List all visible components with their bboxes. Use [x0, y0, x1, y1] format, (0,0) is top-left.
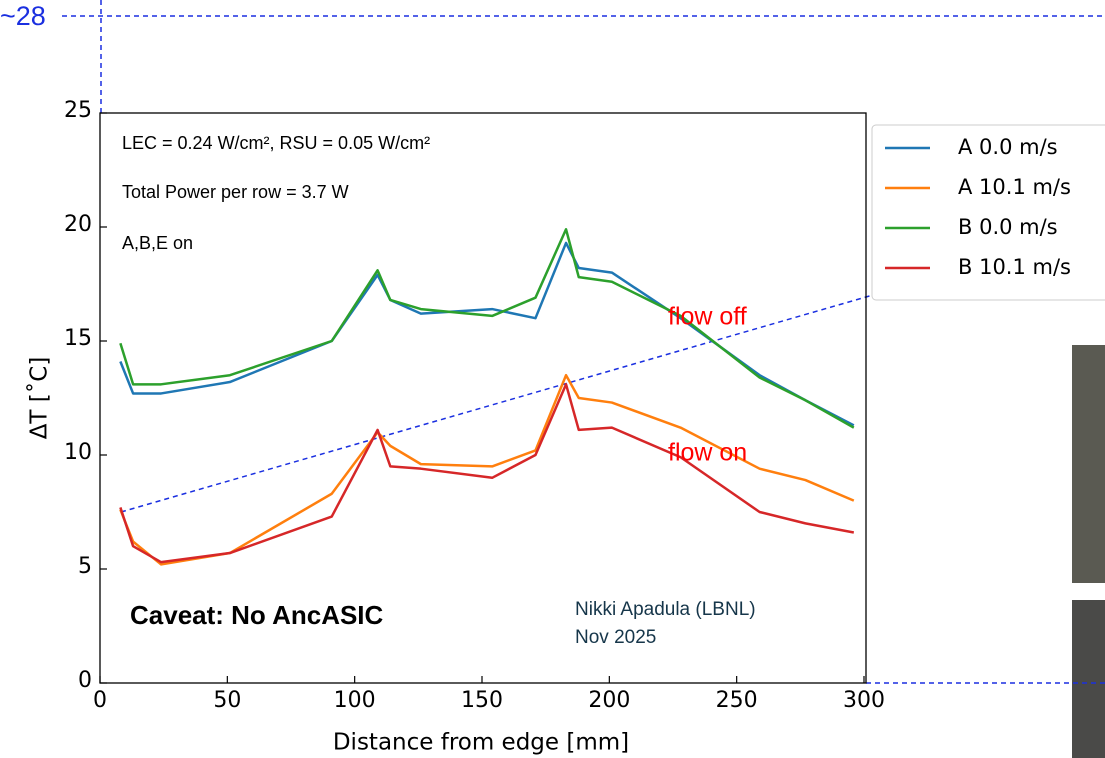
x-tick-label: 300 [843, 688, 885, 713]
legend-box [871, 124, 1105, 301]
series-line [119, 383, 855, 564]
annotation: Caveat: No AncASIC [130, 600, 384, 630]
annotation: Nikki Apadula (LBNL) [575, 599, 756, 620]
x-tick-label: 250 [716, 688, 758, 713]
legend-label: A 0.0 m/s [958, 135, 1058, 159]
series-line [119, 241, 855, 427]
y-axis-label: ΔT [˚C] [26, 357, 53, 440]
y-tick-label: 20 [64, 212, 92, 237]
x-tick-label: 50 [213, 688, 241, 713]
y-tick-label: 15 [64, 326, 92, 351]
legend-label: B 10.1 m/s [958, 255, 1071, 279]
legend-label: A 10.1 m/s [958, 175, 1071, 199]
x-tick-label: 100 [334, 688, 376, 713]
y-tick-label: 5 [78, 554, 92, 579]
legend-label: B 0.0 m/s [958, 215, 1058, 239]
series-line [119, 228, 855, 429]
annotation: LEC = 0.24 W/cm², RSU = 0.05 W/cm² [122, 133, 430, 153]
y-tick-label: 25 [64, 98, 92, 123]
x-tick-label: 200 [588, 688, 630, 713]
annotation: A,B,E on [122, 233, 193, 253]
photo-fragment [1072, 345, 1105, 583]
x-axis-label: Distance from edge [mm] [333, 730, 629, 756]
photo-fragment [1072, 600, 1105, 758]
annotation: Total Power per row = 3.7 W [122, 182, 349, 202]
x-tick-label: 0 [93, 688, 107, 713]
annotation: flow off [668, 303, 747, 331]
annotation: Nov 2025 [575, 627, 656, 648]
plot-frame [99, 112, 867, 684]
x-tick-label: 150 [461, 688, 503, 713]
series-line [119, 373, 855, 566]
y-tick-label: 10 [64, 440, 92, 465]
annotation: flow on [668, 439, 747, 467]
y-tick-label: 0 [78, 668, 92, 693]
annotation: ~28 [0, 1, 46, 31]
guide-lines [62, 0, 1105, 684]
